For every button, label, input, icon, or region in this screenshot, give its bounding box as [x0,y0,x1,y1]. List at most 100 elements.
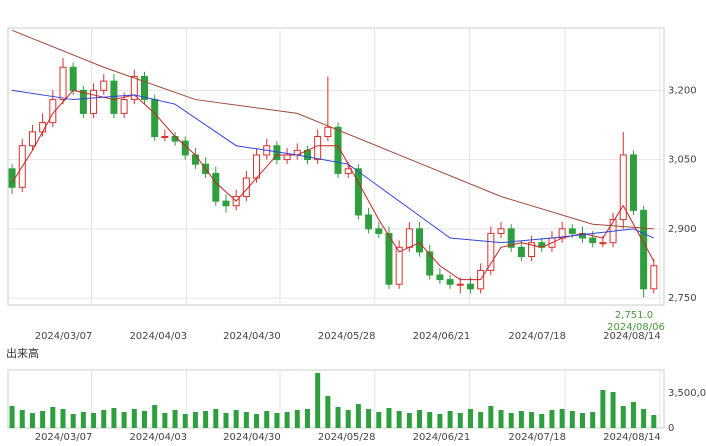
volume-bar [19,410,25,428]
x-tick-label: 2024/03/07 [35,331,93,342]
candle-body [8,168,16,188]
volume-bar [376,412,382,428]
candle-body [416,228,424,253]
candle-body [365,214,373,230]
candle-body [385,232,393,285]
candle-body [436,274,444,281]
volume-bar [304,409,310,428]
volume-bar [417,410,423,428]
candle-body [59,66,67,101]
y-tick-label: 0 [668,423,674,434]
volume-bar [223,413,229,428]
candle-body [253,154,261,179]
candle-body [49,99,57,124]
volume-bar [620,406,626,428]
x-tick-label: 2024/05/28 [318,331,376,342]
candle-body [344,168,352,174]
candle-body [395,246,403,285]
candle-body [28,131,36,147]
volume-bar [651,415,657,428]
price-frame [7,27,665,306]
candle-body [619,154,627,221]
candle-body [212,172,220,202]
volume-bar [508,413,514,428]
volume-bar [518,411,524,428]
candle-body [528,242,536,258]
volume-bar [559,409,565,428]
candle-body [110,80,118,114]
volume-bar [284,412,290,428]
volume-bar [630,402,636,428]
volume-bar [641,409,647,428]
volume-bar [396,411,402,428]
moving-average-line [11,29,654,230]
volume-bar [315,373,321,428]
volume-bar [60,409,66,428]
candle-body [69,66,77,91]
volume-bar [243,412,249,428]
x-tick-label: 2024/06/21 [413,432,471,443]
candle-body [446,279,454,285]
volume-bar [345,410,351,428]
volume-bar [50,407,56,428]
candle-body [79,89,87,114]
volume-bar [192,412,198,428]
volume-bar [264,411,270,428]
candle-body [640,209,648,290]
volume-bar [131,409,137,428]
candle-body [100,80,108,91]
volume-bar [335,407,341,428]
volume-bar [325,396,331,428]
volume-bar [254,414,260,428]
volume-bar [29,413,35,428]
volume-bar [386,408,392,428]
volume-bar [580,413,586,428]
volume-bar [213,409,219,428]
volume-bar [111,408,117,428]
candle-body [140,75,148,101]
x-tick-label: 2024/08/14 [603,331,661,342]
volume-bar [529,412,535,428]
candle-body [354,168,362,216]
volume-bar [447,411,453,428]
volume-bar [203,411,209,428]
x-tick-label: 2024/04/03 [129,331,187,342]
x-tick-label: 2024/03/07 [35,432,93,443]
candle-body [629,154,637,211]
volume-bar [569,411,575,428]
moving-average-line [11,89,655,281]
candle-body [314,135,322,161]
candle-body [405,228,413,248]
volume-bar [233,410,239,428]
candle-body [120,99,128,114]
y-tick-label: 2,750 [668,293,697,304]
y-tick-label: 3,050 [668,155,697,166]
candle-body [161,135,169,138]
candle-body [456,283,464,286]
volume-bar [91,413,97,428]
volume-bar [366,409,372,428]
volume-bar [80,412,86,428]
y-tick-label: 3,500,000 [668,388,706,399]
x-tick-label: 2024/07/18 [508,331,566,342]
candle-body [517,246,525,258]
x-tick-label: 2024/04/03 [129,432,187,443]
volume-bar [467,409,473,428]
candle-body [283,154,291,161]
y-tick-label: 2,900 [668,224,697,235]
x-tick-label: 2024/06/21 [413,331,471,342]
candle-body [426,251,434,276]
candle-body [589,237,597,244]
volume-bar [141,411,147,428]
x-tick-label: 2024/04/30 [223,432,281,443]
candle-body [497,228,505,234]
candle-body [599,242,607,245]
candle-body [650,265,658,290]
x-tick-label: 2024/08/14 [603,432,661,443]
volume-bar [162,413,168,428]
candle-body [191,154,199,165]
volume-bar [121,412,127,428]
volume-bar [610,392,616,428]
annotation: 2,751.0 [615,310,653,321]
volume-bar [70,414,76,428]
